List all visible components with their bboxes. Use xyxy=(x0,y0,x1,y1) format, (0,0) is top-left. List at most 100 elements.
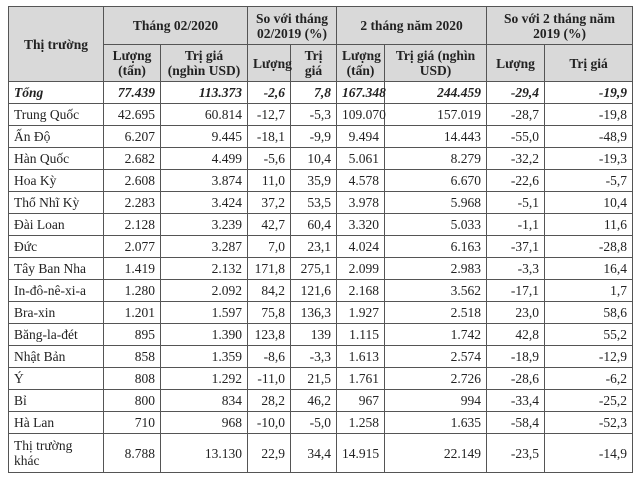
value-cell: 42.695 xyxy=(103,103,161,126)
value-cell: 14.443 xyxy=(383,125,488,148)
value-cell: 34,4 xyxy=(290,433,337,473)
value-cell: 7,0 xyxy=(247,235,291,258)
value-cell: 710 xyxy=(103,411,161,434)
header-group-vs-2m-2019: So với 2 tháng năm 2019 (%) xyxy=(486,6,634,45)
value-cell: 113.373 xyxy=(160,81,248,104)
subheader-cell: Trị giá (nghìn USD) xyxy=(383,44,488,82)
value-cell: -5,6 xyxy=(247,147,291,170)
value-cell: 3.287 xyxy=(160,235,248,258)
value-cell: 60,4 xyxy=(290,213,337,236)
market-name: Trung Quốc xyxy=(8,103,104,126)
market-name: Tây Ban Nha xyxy=(8,257,104,280)
header-group-vs-feb-2019: So với tháng 02/2019 (%) xyxy=(247,6,337,45)
value-cell: -23,5 xyxy=(486,433,546,473)
value-cell: 42,7 xyxy=(247,213,291,236)
value-cell: 9.445 xyxy=(160,125,248,148)
value-cell: -48,9 xyxy=(544,125,634,148)
table-row: Băng-la-đét 895 1.390 123,8 139 1.115 1.742 42,… xyxy=(8,323,634,346)
value-cell: 53,5 xyxy=(290,191,337,214)
value-cell: 3.320 xyxy=(336,213,385,236)
value-cell: 8.788 xyxy=(103,433,161,473)
value-cell: 1.390 xyxy=(160,323,248,346)
value-cell: -52,3 xyxy=(544,411,634,434)
value-cell: 46,2 xyxy=(290,389,337,412)
market-name: Hàn Quốc xyxy=(8,147,104,170)
value-cell: 60.814 xyxy=(160,103,248,126)
value-cell: 9.494 xyxy=(336,125,385,148)
market-name: Hà Lan xyxy=(8,411,104,434)
value-cell: 3.239 xyxy=(160,213,248,236)
table-row: Thị trường khác 8.788 13.130 22,9 34,4 14.915… xyxy=(8,433,634,473)
value-cell: -32,2 xyxy=(486,147,546,170)
table-row: Đức 2.077 3.287 7,0 23,1 4.024 6.163 -37,1 -28,8 xyxy=(8,235,634,258)
subheader-cell: Lượng xyxy=(486,44,546,82)
value-cell: 136,3 xyxy=(290,301,337,324)
market-table: Thị trường Tháng 02/2020 So với tháng 02… xyxy=(8,6,634,473)
value-cell: 2.726 xyxy=(383,367,488,390)
value-cell: 800 xyxy=(103,389,161,412)
value-cell: 11,0 xyxy=(247,169,291,192)
value-cell: 37,2 xyxy=(247,191,291,214)
value-cell: 1.115 xyxy=(336,323,385,346)
value-cell: 23,1 xyxy=(290,235,337,258)
table-row: Hàn Quốc 2.682 4.499 -5,6 10,4 5.061 8.279 -32,… xyxy=(8,147,634,170)
value-cell: -1,1 xyxy=(486,213,546,236)
value-cell: 1.419 xyxy=(103,257,161,280)
market-name: Hoa Kỳ xyxy=(8,169,104,192)
market-name: Đức xyxy=(8,235,104,258)
value-cell: 5.033 xyxy=(383,213,488,236)
value-cell: -33,4 xyxy=(486,389,546,412)
value-cell: 22,9 xyxy=(247,433,291,473)
value-cell: -12,9 xyxy=(544,345,634,368)
value-cell: -14,9 xyxy=(544,433,634,473)
value-cell: 5.968 xyxy=(383,191,488,214)
value-cell: 1.359 xyxy=(160,345,248,368)
value-cell: 109.070 xyxy=(336,103,386,126)
value-cell: 75,8 xyxy=(247,301,291,324)
value-cell: 1.927 xyxy=(336,301,385,324)
value-cell: 808 xyxy=(103,367,161,390)
value-cell: -11,0 xyxy=(247,367,291,390)
value-cell: 171,8 xyxy=(247,257,291,280)
table-row: Bỉ 800 834 28,2 46,2 967 994 -33,4 -25,2 xyxy=(8,389,634,412)
value-cell: 1,7 xyxy=(544,279,634,302)
value-cell: -29,4 xyxy=(486,81,546,104)
value-cell: -5,7 xyxy=(544,169,634,192)
value-cell: 1.201 xyxy=(103,301,161,324)
value-cell: 6.207 xyxy=(103,125,161,148)
value-cell: 2.983 xyxy=(383,257,488,280)
value-cell: -3,3 xyxy=(290,345,337,368)
value-cell: 157.019 xyxy=(383,103,488,126)
value-cell: 84,2 xyxy=(247,279,291,302)
value-cell: 1.761 xyxy=(336,367,385,390)
value-cell: 1.292 xyxy=(160,367,248,390)
value-cell: 123,8 xyxy=(247,323,291,346)
value-cell: -28,6 xyxy=(486,367,546,390)
value-cell: -28,7 xyxy=(486,103,546,126)
value-cell: 3.978 xyxy=(336,191,385,214)
value-cell: 55,2 xyxy=(544,323,634,346)
value-cell: 2.518 xyxy=(383,301,488,324)
value-cell: 2.283 xyxy=(103,191,161,214)
value-cell: 2.077 xyxy=(103,235,161,258)
subheader-cell: Lượng (tấn) xyxy=(336,44,385,82)
value-cell: -18,1 xyxy=(247,125,291,148)
value-cell: 2.128 xyxy=(103,213,161,236)
market-name: Bỉ xyxy=(8,389,104,412)
value-cell: 11,6 xyxy=(544,213,634,236)
market-name: Ấn Độ xyxy=(8,125,104,148)
value-cell: 275,1 xyxy=(290,257,337,280)
table-row: Đài Loan 2.128 3.239 42,7 60,4 3.320 5.033 -1,1… xyxy=(8,213,634,236)
market-name: In-đô-nê-xi-a xyxy=(8,279,104,302)
header-group-feb-2020: Tháng 02/2020 xyxy=(103,6,248,45)
table-row: Ý 808 1.292 -11,0 21,5 1.761 2.726 -28,6 -6,2 xyxy=(8,367,634,390)
value-cell: 2.099 xyxy=(336,257,385,280)
value-cell: 42,8 xyxy=(486,323,546,346)
table-row: Tây Ban Nha 1.419 2.132 171,8 275,1 2.099 2.98… xyxy=(8,257,634,280)
value-cell: 35,9 xyxy=(290,169,337,192)
value-cell: 10,4 xyxy=(290,147,337,170)
value-cell: 4.499 xyxy=(160,147,248,170)
table-row: In-đô-nê-xi-a 1.280 2.092 84,2 121,6 2.168 3.5… xyxy=(8,279,634,302)
value-cell: 23,0 xyxy=(486,301,546,324)
market-name: Nhật Bản xyxy=(8,345,104,368)
